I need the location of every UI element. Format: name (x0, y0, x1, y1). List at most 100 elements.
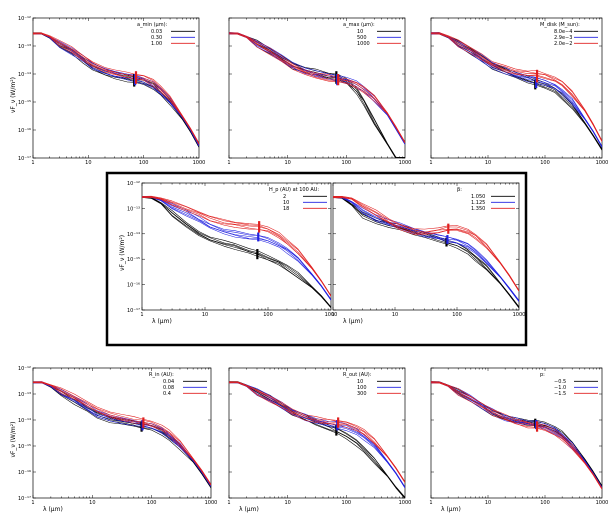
plot-frame (228, 17, 406, 159)
series-line-10 (229, 381, 405, 498)
x-tick-label: 1000 (596, 160, 609, 166)
series-group (229, 32, 405, 158)
panel-amin: 1 10 100 1000 10⁻¹² 10⁻¹³ 10⁻¹⁴ 10⁻¹⁵ 10⁻¹⁶ 10⁻¹⁷… (10, 16, 205, 166)
series-line-0.03 (33, 33, 199, 148)
series-line-0.04 (33, 381, 211, 488)
series-line-300 (229, 382, 405, 484)
y-axis-label: νF_ν (W/m²) (119, 235, 126, 271)
series-line-8.0e−4 (431, 33, 602, 150)
legend-label: 2.0e−2 (554, 41, 572, 47)
x-axis-label: λ (μm) (343, 318, 363, 325)
series-line-1.350 (333, 196, 519, 292)
series-line-18 (142, 196, 331, 297)
series-line-1000 (229, 33, 405, 144)
series-line-1.125 (333, 196, 519, 301)
series-line-1.050 (333, 196, 519, 308)
y-tick-label: 10⁻¹⁴ (127, 232, 140, 238)
series-line-18 (142, 196, 331, 297)
y-tick-label: 10⁻¹⁶ (127, 283, 140, 289)
series-line-2.9e−3 (431, 33, 602, 148)
series-line-500 (229, 33, 405, 145)
series-line-10 (229, 32, 405, 158)
series-line-10 (229, 32, 405, 158)
x-tick-label: 1 (31, 160, 34, 166)
plot-frame (332, 182, 520, 311)
x-tick-label: 10 (202, 312, 208, 318)
series-line-1.00 (33, 33, 199, 145)
x-tick-label: 1000 (193, 160, 206, 166)
x-tick-label: 100 (342, 500, 352, 506)
x-tick-label: 1 (227, 500, 230, 506)
series-line-0.03 (33, 33, 199, 148)
series-line-−1.0 (431, 381, 602, 488)
series-line-300 (229, 381, 405, 483)
legend-label: 500 (357, 35, 367, 41)
series-line-0.30 (33, 32, 199, 146)
legend-label: 10 (357, 379, 363, 385)
series-line-1.125 (333, 197, 519, 302)
x-axis-label: λ (μm) (441, 506, 461, 513)
legend-title: a_min (μm): (137, 22, 168, 28)
series-line-300 (229, 381, 405, 483)
legend-label: 0.03 (151, 29, 162, 35)
x-tick-label: 100 (147, 500, 157, 506)
series-line-−1.5 (431, 381, 602, 490)
series-line-2 (142, 196, 331, 308)
plot-frame (228, 367, 406, 499)
series-line-300 (229, 381, 405, 482)
series-line-0.04 (33, 382, 211, 489)
x-tick-label: 1000 (325, 312, 338, 318)
series-group (33, 381, 211, 489)
x-tick-label: 1 (31, 500, 34, 506)
legend-label: 2.9e−3 (554, 35, 572, 41)
legend-title: H_p (AU) at 100 AU: (269, 187, 319, 193)
legend-label: 300 (357, 391, 367, 397)
legend-title: a_max (μm): (343, 22, 375, 28)
legend-label: 0.08 (163, 385, 174, 391)
panel-mdisk: 1 10 100 1000 M_disk (M_sun):8.0e−42.9e−32.0… (429, 17, 609, 166)
y-tick-label: 10⁻¹³ (18, 392, 31, 398)
series-line-100 (229, 381, 405, 488)
y-tick-label: 10⁻¹⁷ (18, 496, 31, 502)
series-line-0.03 (33, 32, 199, 147)
series-group (431, 32, 602, 151)
series-line-2.9e−3 (431, 33, 602, 148)
legend-label: −0.5 (554, 379, 566, 385)
y-tick-label: 10⁻¹⁴ (18, 72, 31, 78)
series-line-1.00 (33, 32, 199, 144)
y-tick-label: 10⁻¹² (18, 366, 31, 372)
x-tick-label: 10 (485, 160, 491, 166)
series-line-10 (229, 382, 405, 498)
series-line-100 (229, 381, 405, 488)
series-line-2.0e−2 (431, 33, 602, 142)
y-tick-label: 10⁻¹⁶ (18, 128, 31, 134)
plot-frame (141, 182, 332, 311)
x-tick-label: 10 (392, 312, 398, 318)
series-line-10 (229, 382, 405, 498)
legend-label: 1.050 (471, 194, 485, 200)
series-line-18 (142, 197, 331, 297)
panels-layer: 1 10 100 1000 10⁻¹² 10⁻¹³ 10⁻¹⁴ 10⁻¹⁵ 10⁻¹⁶ 10⁻¹⁷… (10, 16, 608, 513)
y-axis-label: νF_ν (W/m²) (10, 77, 17, 113)
series-line-1.00 (33, 32, 199, 144)
x-tick-label: 100 (263, 312, 273, 318)
series-line-2 (142, 196, 331, 308)
series-line-−1.5 (431, 381, 602, 489)
series-line-2.0e−2 (431, 32, 602, 141)
legend-label: 10 (357, 29, 363, 35)
y-tick-label: 10⁻¹⁵ (18, 100, 31, 106)
series-line-10 (142, 195, 331, 300)
y-axis-label: νF_ν (W/m²) (10, 422, 17, 458)
series-line-−1.0 (431, 381, 602, 488)
x-tick-label: 1 (331, 312, 334, 318)
series-line-2.9e−3 (431, 33, 602, 148)
series-line-0.03 (33, 32, 199, 147)
legend-title: p: (540, 372, 545, 378)
x-axis-label: λ (μm) (152, 318, 172, 325)
y-tick-label: 10⁻¹⁵ (127, 257, 140, 263)
series-line-−0.5 (431, 381, 602, 486)
legend-label: 10 (283, 200, 289, 206)
series-line-−1.0 (431, 382, 602, 489)
